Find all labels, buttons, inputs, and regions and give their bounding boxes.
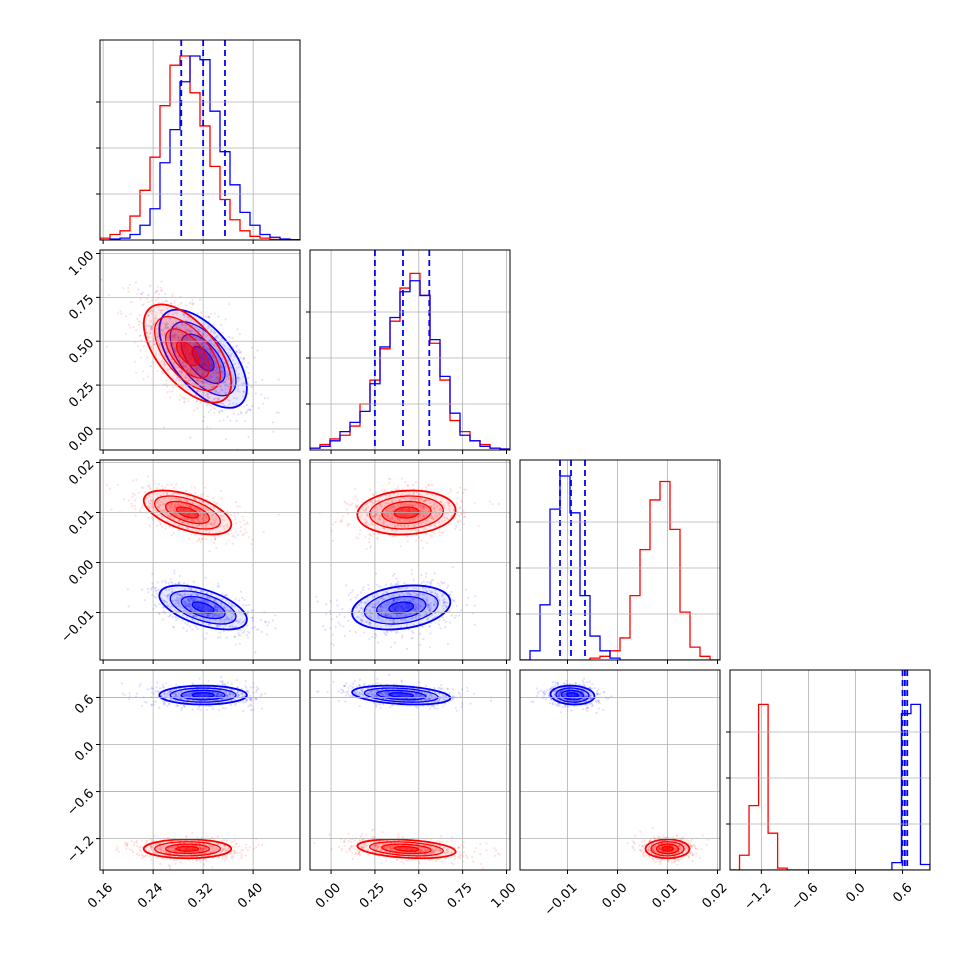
xtick-label-1-1: 0.25: [357, 880, 388, 911]
panel-3-0: 0.16 0.24 0.32 0.40 −1.2 −0.6 0.0 0.6: [64, 669, 301, 912]
frame-1-1: [309, 249, 511, 451]
frame-3-0: [99, 669, 301, 871]
histogram-blue-1: [310, 280, 510, 450]
frame-3-2: [519, 669, 721, 871]
panel-body-0-0: [100, 40, 300, 240]
ytick-label-2-1: 0.00: [66, 557, 97, 588]
frame-3-1: [309, 669, 511, 871]
panel-body-3-1: [313, 673, 501, 870]
panel-body-3-3: [730, 670, 930, 870]
xtick-label-1-3: 0.75: [445, 880, 476, 911]
frame-2-1: [309, 459, 511, 661]
ytick-label-1-0: 0.00: [66, 424, 97, 455]
ytick-label-1-1: 0.25: [66, 380, 97, 411]
xtick-label-3-3: 0.6: [890, 880, 915, 905]
panel-3-2: −0.01 0.00 0.01 0.02: [519, 669, 731, 919]
xtick-label-3-1: −0.6: [789, 880, 822, 913]
xtick-label-2-2: 0.01: [649, 880, 680, 911]
ytick-label-2-3: 0.02: [66, 457, 97, 488]
xtick-label-2-3: 0.02: [699, 880, 730, 911]
ytick-label-1-3: 0.75: [66, 292, 97, 323]
contour-red-3-0-3: [175, 845, 200, 852]
xtick-label-2-1: 0.00: [599, 880, 630, 911]
histogram-red-1: [310, 272, 510, 450]
frame-2-2: [519, 459, 721, 661]
xtick-label-3-2: 0.0: [843, 880, 868, 905]
panel-3-3: −1.2 −0.6 0.0 0.6: [726, 669, 931, 913]
histogram-blue-2: [520, 475, 720, 660]
panel-body-2-2: [520, 460, 720, 660]
panel-1-0: 0.00 0.25 0.50 0.75 1.00: [66, 248, 301, 455]
contour-blue-3-2-3: [566, 692, 579, 699]
contour-blue-2-0-3: [191, 601, 215, 614]
frame-1-0: [99, 249, 301, 451]
contour-red-3-1-3: [393, 845, 420, 852]
contour-red-1-0-3: [175, 340, 200, 367]
frame-3-3: [729, 669, 931, 871]
panel-body-3-0: [114, 676, 267, 870]
ytick-label-2-2: 0.01: [66, 507, 97, 538]
panel-body-1-0: [100, 278, 280, 450]
histogram-blue-0: [100, 55, 300, 240]
xtick-label-0-1: 0.24: [135, 880, 166, 911]
panel-body-3-2: [530, 677, 710, 866]
ytick-label-3-1: −0.6: [64, 786, 97, 819]
xtick-label-3-0: −1.2: [741, 880, 774, 913]
ytick-label-1-2: 0.50: [66, 336, 97, 367]
xtick-label-1-4: 1.00: [488, 880, 519, 911]
histogram-red-3: [730, 703, 930, 870]
contour-red-3-2-3: [661, 845, 674, 852]
histogram-red-2: [520, 480, 720, 660]
frame-2-0: [99, 459, 301, 661]
panel-2-1: [309, 459, 511, 664]
xtick-label-1-0: 0.00: [313, 880, 344, 911]
ytick-label-1-4: 1.00: [66, 248, 97, 279]
frame-0-0: [99, 39, 301, 241]
panel-1-1: [306, 249, 511, 454]
xtick-label-0-0: 0.16: [85, 880, 116, 911]
xtick-label-1-2: 0.50: [401, 880, 432, 911]
histogram-red-0: [100, 55, 300, 240]
contour-blue-3-0-3: [191, 692, 215, 699]
panel-0-0: [96, 39, 301, 244]
panel-2-0: −0.01 0.00 0.01 0.02: [59, 457, 301, 664]
ytick-label-3-3: 0.6: [72, 692, 97, 717]
xtick-label-0-3: 0.40: [235, 880, 266, 911]
panel-3-1: 0.00 0.25 0.50 0.75 1.00: [309, 669, 520, 912]
panel-body-2-1: [315, 477, 500, 650]
ytick-label-3-2: 0.0: [72, 739, 97, 764]
histogram-blue-3: [730, 703, 930, 870]
ytick-label-2-0: −0.01: [59, 607, 98, 646]
xtick-label-2-0: −0.01: [542, 880, 581, 919]
panel-body-1-1: [310, 250, 510, 450]
panel-2-2: [516, 459, 721, 664]
panel-body-2-0: [105, 475, 280, 654]
ytick-label-3-0: −1.2: [64, 833, 97, 866]
xtick-label-0-2: 0.32: [185, 880, 216, 911]
